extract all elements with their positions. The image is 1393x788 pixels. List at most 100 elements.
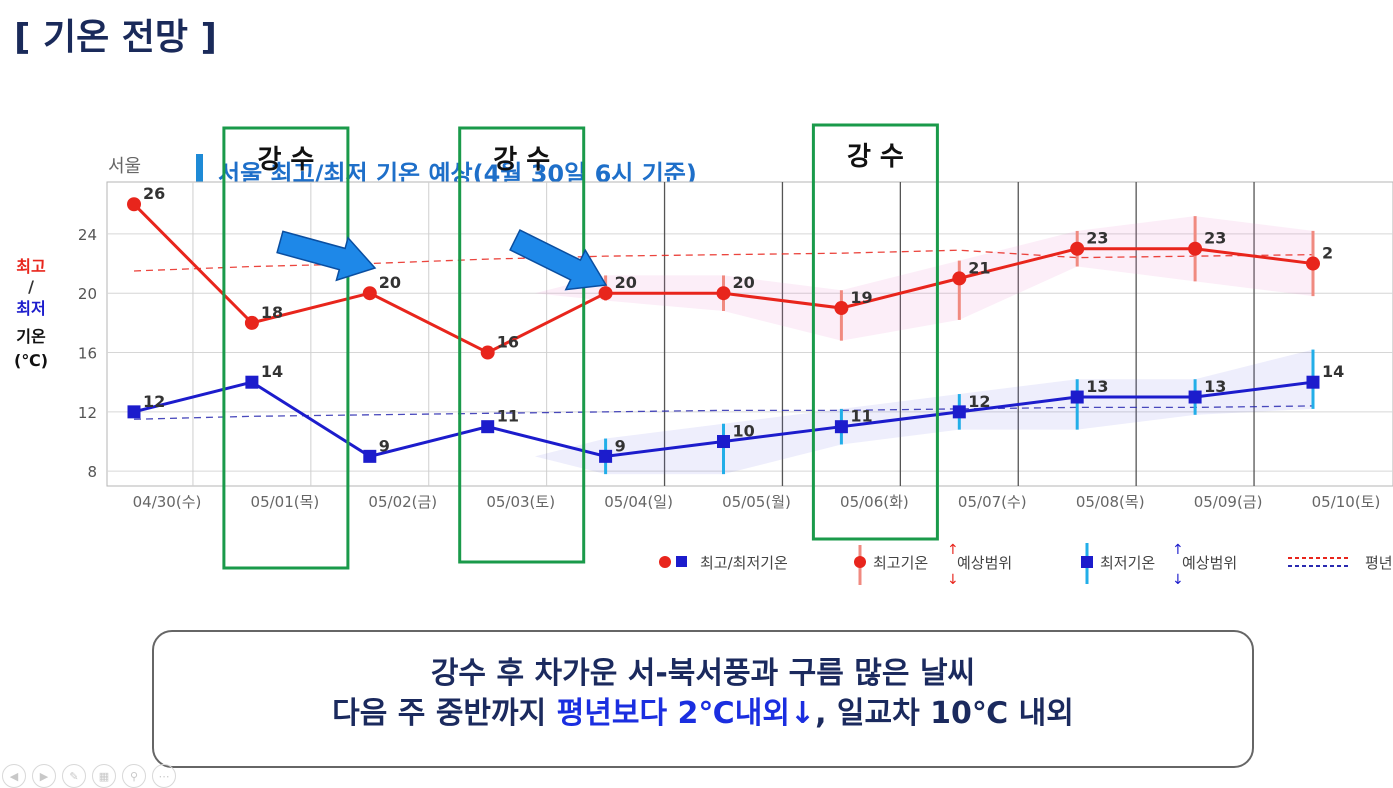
summary-line-2-pre: 다음 주 중반까지 — [332, 696, 557, 731]
page-title: [ 기온 전망 ] — [14, 17, 217, 58]
low-temp-label: 9 — [615, 436, 626, 455]
rain-box-label: 강 수 — [493, 145, 550, 175]
x-tick-label: 05/01(목) — [251, 493, 320, 511]
low-temp-label: 12 — [968, 392, 990, 411]
y-axis-label-part: 기온 — [16, 327, 46, 346]
prev-icon[interactable]: ◀ — [2, 764, 26, 788]
x-tick-label: 05/08(목) — [1076, 493, 1145, 511]
x-tick-label: 04/30(수) — [133, 493, 202, 511]
high-temp-label: 20 — [733, 273, 755, 292]
rain-box — [811, 123, 939, 541]
high-temp-label: 23 — [1204, 229, 1226, 248]
high-temp-label: 2 — [1322, 244, 1333, 263]
low-temp-label: 14 — [261, 362, 283, 381]
summary-line-1: 강수 후 차가운 서-북서풍과 구름 많은 날씨 — [430, 656, 976, 691]
high-temp-label: 18 — [261, 303, 283, 322]
high-temp-label: 26 — [143, 184, 165, 203]
x-tick-label: 05/06(화) — [840, 493, 909, 511]
y-tick-label: 16 — [78, 345, 97, 363]
legend-low-range-marker — [1081, 556, 1093, 568]
more-icon[interactable]: ⋯ — [152, 764, 176, 788]
legend-high-marker — [659, 556, 671, 568]
high-temp-label: 19 — [850, 288, 872, 307]
y-tick-label: 8 — [87, 463, 97, 481]
legend-label: 평년 — [1365, 554, 1393, 572]
low-temp-label: 9 — [379, 436, 390, 455]
rain-box — [222, 126, 350, 570]
x-tick-label: 05/07(수) — [958, 493, 1027, 511]
legend-down-arrow-icon: ↓ — [1172, 572, 1184, 588]
legend-low-marker — [676, 556, 687, 567]
pen-icon[interactable]: ✎ — [62, 764, 86, 788]
high-temp-point — [362, 286, 377, 301]
y-tick-label: 12 — [78, 404, 97, 422]
low-temp-point — [834, 420, 848, 434]
high-temp-point — [598, 286, 613, 301]
legend-label: 최고/최저기온 — [700, 554, 788, 572]
high-temp-label: 16 — [497, 333, 519, 352]
high-temp-label: 20 — [615, 273, 637, 292]
high-temp-point — [1070, 241, 1085, 256]
low-temp-point — [599, 449, 613, 463]
high-temp-point — [834, 301, 849, 316]
summary-line-2-accent: 평년보다 2℃내외↓ — [556, 696, 816, 731]
low-temp-label: 11 — [497, 407, 519, 426]
y-axis-label-part: / — [28, 277, 34, 296]
x-tick-label: 05/04(일) — [604, 493, 673, 511]
low-temp-label: 10 — [733, 422, 755, 441]
low-temp-label: 13 — [1204, 377, 1226, 396]
high-temp-point — [952, 271, 967, 286]
summary-box: 강수 후 차가운 서-북서풍과 구름 많은 날씨 다음 주 중반까지 평년보다 … — [152, 630, 1254, 768]
rain-box — [458, 126, 586, 564]
low-temp-label: 14 — [1322, 362, 1344, 381]
high-temp-point — [127, 197, 141, 212]
x-tick-label: 05/05(월) — [722, 493, 791, 511]
wind-arrow-icon — [276, 230, 377, 282]
x-tick-label: 05/10(토) — [1312, 493, 1381, 511]
presentation-toolbar: ◀ ▶ ✎ ▦ ⚲ ⋯ — [2, 764, 176, 788]
high-temp-point — [1188, 241, 1203, 256]
y-axis-label-part: 최저 — [16, 299, 45, 318]
legend-label: 최저기온 — [1100, 554, 1155, 572]
plot-area — [106, 181, 1393, 487]
x-tick-label: 05/03(토) — [486, 493, 555, 511]
next-icon[interactable]: ▶ — [32, 764, 56, 788]
low-temp-point — [1306, 375, 1320, 389]
high-temp-point — [716, 286, 731, 301]
high-temp-point — [244, 315, 259, 330]
high-temp-point — [1306, 256, 1320, 271]
legend-up-arrow-icon: ↑ — [947, 542, 959, 558]
legend-high-range-marker — [854, 556, 866, 568]
y-axis-label-part: 최고 — [16, 257, 46, 276]
high-temp-label: 21 — [968, 258, 990, 277]
y-tick-label: 24 — [78, 226, 97, 244]
high-temp-label: 20 — [379, 273, 401, 292]
low-temp-point — [952, 405, 966, 419]
low-temp-point — [245, 375, 259, 389]
high-temp-label: 23 — [1086, 229, 1108, 248]
rain-box-label: 강 수 — [847, 142, 904, 172]
legend-label: 예상범위 — [1182, 554, 1237, 572]
summary-line-2-post: , 일교차 10℃ 내외 — [815, 696, 1074, 731]
legend-up-arrow-icon: ↑ — [1172, 542, 1184, 558]
high-temp-point — [480, 345, 495, 360]
rain-box-label: 강 수 — [257, 145, 314, 175]
y-axis-label-part: (℃) — [14, 351, 48, 370]
zoom-icon[interactable]: ⚲ — [122, 764, 146, 788]
low-temp-label: 13 — [1086, 377, 1108, 396]
subtitle-bar — [196, 154, 203, 184]
low-temp-point — [127, 405, 141, 419]
wind-arrow-icon — [509, 229, 608, 291]
summary-line-2: 다음 주 중반까지 평년보다 2℃내외↓, 일교차 10℃ 내외 — [154, 694, 1252, 734]
low-temp-point — [481, 420, 495, 434]
legend-down-arrow-icon: ↓ — [947, 572, 959, 588]
legend-label: 최고기온 — [873, 554, 928, 572]
legend-label: 예상범위 — [957, 554, 1012, 572]
x-tick-label: 05/02(금) — [368, 493, 437, 511]
low-temp-point — [717, 435, 730, 449]
low-temp-point — [363, 449, 377, 463]
y-tick-label: 20 — [78, 285, 97, 303]
low-temp-point — [1188, 390, 1202, 404]
slides-icon[interactable]: ▦ — [92, 764, 116, 788]
